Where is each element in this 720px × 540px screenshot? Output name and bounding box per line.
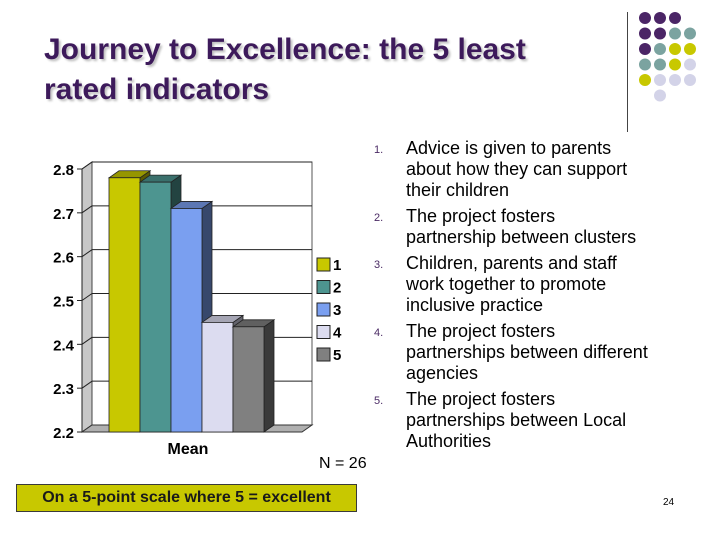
decorative-divider (627, 12, 628, 132)
decorative-dot (654, 58, 666, 71)
decorative-dot (669, 12, 681, 24)
y-tick-label: 2.4 (53, 337, 75, 354)
indicator-number: 5. (374, 395, 384, 407)
gridline-diagonal (81, 336, 93, 345)
indicator-line: work together to promote (406, 274, 607, 294)
indicator-line: partnerships between Local (406, 410, 627, 430)
indicator-item: 1. Advice is given to parents about how … (368, 138, 698, 201)
decorative-dot (654, 74, 666, 86)
decorative-dot (669, 27, 681, 40)
indicator-line: The project fosters (406, 321, 556, 341)
indicator-line: partnerships between different (406, 342, 648, 362)
decorative-dot (639, 58, 651, 71)
decorative-dot (639, 12, 651, 24)
decorative-dot (639, 43, 651, 55)
indicator-text: The project fosters partnerships between… (406, 321, 698, 384)
indicator-text: The project fosters partnerships between… (406, 389, 698, 452)
slide-title-line1: Journey to Excellence: the 5 least (44, 33, 526, 66)
decorative-dot (684, 58, 696, 71)
sample-size-note: N = 26 (319, 455, 367, 472)
indicator-line: their children (406, 180, 510, 200)
decorative-dot (684, 43, 696, 55)
decorative-dot (639, 74, 651, 86)
gridline-diagonal (81, 380, 93, 389)
bar (201, 322, 234, 433)
bar-chart: 2.8 2.7 2.6 2.5 2.4 2.3 2.2 Mean 1 2 3 4 5 (53, 161, 342, 458)
bar-side (263, 319, 275, 433)
indicator-item: 3. Children, parents and staff work toge… (368, 253, 698, 316)
bar (139, 181, 172, 433)
gridline-diagonal (81, 161, 93, 170)
indicator-line: Authorities (406, 431, 492, 451)
indicator-number: 4. (374, 327, 384, 339)
y-tick-label: 2.5 (53, 294, 74, 311)
decorative-dot (669, 43, 681, 55)
indicator-item: 5. The project fosters partnerships betw… (368, 389, 698, 452)
indicator-number: 1. (374, 144, 384, 156)
y-tick-label: 2.8 (53, 162, 74, 179)
gridline-diagonal (81, 293, 93, 301)
indicator-text: Advice is given to parents about how the… (406, 138, 698, 201)
legend-label: 1 (333, 257, 341, 274)
indicator-line: about how they can support (406, 159, 628, 179)
indicator-text: The project fosters partnership between … (406, 206, 698, 248)
indicator-line: partnership between clusters (406, 227, 637, 247)
indicator-item: 4. The project fosters partnerships betw… (368, 321, 698, 384)
indicator-line: Children, parents and staff (406, 253, 617, 273)
x-category-label: Mean (168, 441, 209, 458)
indicator-text: Children, parents and staff work togethe… (406, 253, 698, 316)
decorative-dot (639, 27, 651, 40)
indicator-list: 1. Advice is given to parents about how … (368, 138, 698, 457)
bar (170, 208, 203, 433)
decorative-dot (669, 58, 681, 71)
decorative-dot (684, 74, 696, 86)
legend-swatch (316, 280, 331, 294)
bar (108, 177, 141, 433)
indicator-number: 2. (374, 212, 384, 224)
bar (232, 326, 265, 433)
indicator-line: Advice is given to parents (406, 138, 612, 158)
scale-note-box: On a 5-point scale where 5 = excellent (16, 484, 357, 512)
y-tick-label: 2.3 (53, 381, 74, 398)
indicator-line: The project fosters (406, 389, 556, 409)
legend-label: 2 (333, 280, 341, 297)
decorative-dot (669, 74, 681, 86)
indicator-item: 2. The project fosters partnership betwe… (368, 206, 698, 248)
indicator-line: agencies (406, 363, 479, 383)
gridline-diagonal (81, 205, 93, 214)
decorative-dot (654, 27, 666, 40)
y-tick-label: 2.6 (53, 250, 74, 267)
indicator-number: 3. (374, 259, 384, 271)
decorative-dot-grid (639, 12, 696, 102)
slide-title: Journey to Excellence: the 5 least rated… (44, 30, 604, 110)
decorative-dot (654, 89, 666, 102)
slide-title-line2: rated indicators (44, 73, 270, 106)
decorative-dot (654, 12, 666, 24)
indicator-line: inclusive practice (406, 295, 544, 315)
decorative-dot (684, 27, 696, 40)
legend-swatch (316, 347, 331, 362)
legend-label: 4 (333, 325, 342, 342)
legend-swatch (316, 257, 331, 272)
y-tick-label: 2.2 (53, 425, 74, 442)
legend-label: 3 (333, 302, 341, 319)
legend-label: 5 (333, 347, 341, 364)
y-tick-label: 2.7 (53, 206, 74, 223)
gridline-diagonal (81, 249, 93, 258)
page-number: 24 (663, 497, 675, 508)
decorative-dot (654, 43, 666, 55)
legend-swatch (316, 325, 331, 339)
legend-swatch (316, 302, 331, 317)
indicator-line: The project fosters (406, 206, 556, 226)
